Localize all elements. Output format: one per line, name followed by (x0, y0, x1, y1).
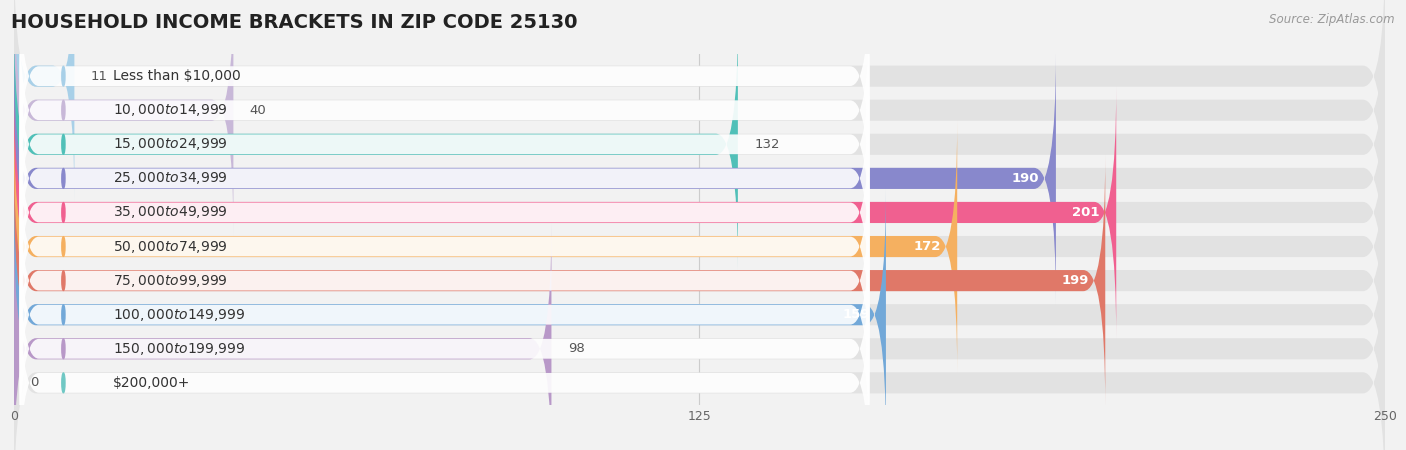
Circle shape (62, 373, 65, 393)
Text: 40: 40 (250, 104, 267, 117)
FancyBboxPatch shape (20, 0, 869, 185)
Text: 172: 172 (914, 240, 941, 253)
FancyBboxPatch shape (20, 274, 869, 450)
FancyBboxPatch shape (14, 53, 1056, 304)
Text: Less than $10,000: Less than $10,000 (112, 69, 240, 83)
FancyBboxPatch shape (14, 155, 1105, 406)
Text: 201: 201 (1073, 206, 1099, 219)
FancyBboxPatch shape (20, 239, 869, 450)
FancyBboxPatch shape (20, 103, 869, 322)
Text: HOUSEHOLD INCOME BRACKETS IN ZIP CODE 25130: HOUSEHOLD INCOME BRACKETS IN ZIP CODE 25… (11, 14, 578, 32)
Text: 132: 132 (754, 138, 780, 151)
Text: 199: 199 (1062, 274, 1088, 287)
Text: 0: 0 (31, 376, 39, 389)
FancyBboxPatch shape (14, 121, 1385, 372)
FancyBboxPatch shape (14, 87, 1385, 338)
FancyBboxPatch shape (20, 137, 869, 356)
Text: Source: ZipAtlas.com: Source: ZipAtlas.com (1270, 14, 1395, 27)
Circle shape (62, 66, 65, 86)
FancyBboxPatch shape (20, 171, 869, 390)
Circle shape (62, 237, 65, 256)
Text: 11: 11 (91, 70, 108, 83)
Text: 190: 190 (1012, 172, 1039, 185)
Circle shape (62, 202, 65, 222)
FancyBboxPatch shape (14, 121, 957, 372)
FancyBboxPatch shape (14, 18, 1385, 270)
FancyBboxPatch shape (14, 0, 1385, 236)
Text: $25,000 to $34,999: $25,000 to $34,999 (112, 171, 228, 186)
Circle shape (62, 100, 65, 120)
FancyBboxPatch shape (14, 189, 1385, 441)
Text: $10,000 to $14,999: $10,000 to $14,999 (112, 102, 228, 118)
FancyBboxPatch shape (14, 87, 1116, 338)
Circle shape (62, 168, 65, 188)
Circle shape (62, 339, 65, 359)
FancyBboxPatch shape (14, 0, 1385, 202)
FancyBboxPatch shape (20, 35, 869, 254)
FancyBboxPatch shape (20, 205, 869, 424)
FancyBboxPatch shape (14, 257, 1385, 450)
Text: $35,000 to $49,999: $35,000 to $49,999 (112, 204, 228, 220)
Text: 159: 159 (842, 308, 869, 321)
FancyBboxPatch shape (14, 155, 1385, 406)
FancyBboxPatch shape (20, 69, 869, 288)
Text: $200,000+: $200,000+ (112, 376, 190, 390)
FancyBboxPatch shape (14, 18, 738, 270)
Text: $15,000 to $24,999: $15,000 to $24,999 (112, 136, 228, 152)
Text: $75,000 to $99,999: $75,000 to $99,999 (112, 273, 228, 288)
FancyBboxPatch shape (14, 223, 1385, 450)
FancyBboxPatch shape (20, 1, 869, 220)
FancyBboxPatch shape (14, 189, 886, 441)
Text: $150,000 to $199,999: $150,000 to $199,999 (112, 341, 245, 357)
Circle shape (62, 305, 65, 324)
Circle shape (62, 271, 65, 291)
Circle shape (62, 135, 65, 154)
Text: $100,000 to $149,999: $100,000 to $149,999 (112, 307, 245, 323)
Text: $50,000 to $74,999: $50,000 to $74,999 (112, 238, 228, 255)
FancyBboxPatch shape (14, 0, 75, 202)
Text: 98: 98 (568, 342, 585, 355)
FancyBboxPatch shape (14, 223, 551, 450)
FancyBboxPatch shape (14, 53, 1385, 304)
FancyBboxPatch shape (14, 0, 233, 236)
